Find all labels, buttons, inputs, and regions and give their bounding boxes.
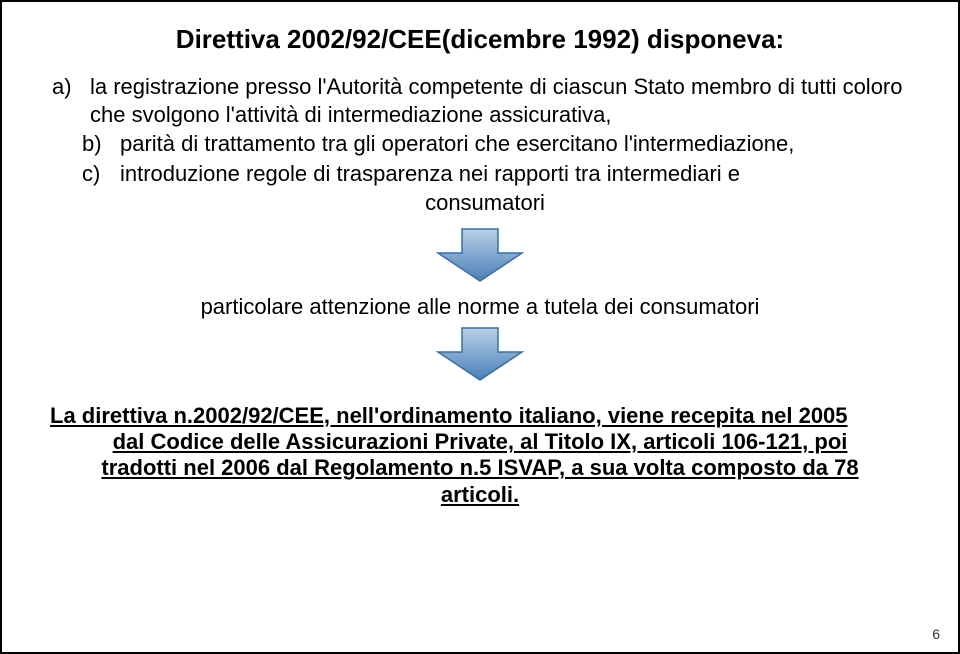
list-item-c: c) introduzione regole di trasparenza ne…: [52, 160, 918, 188]
down-arrow-icon: [434, 227, 526, 283]
arrow-1-wrap: [42, 227, 918, 288]
text-b: parità di trattamento tra gli operatori …: [120, 130, 918, 158]
bottom-line-4: articoli.: [50, 482, 910, 508]
marker-a: a): [52, 73, 90, 128]
page-number: 6: [932, 626, 940, 642]
list-item-b: b) parità di trattamento tra gli operato…: [52, 130, 918, 158]
bottom-line-2: dal Codice delle Assicurazioni Private, …: [50, 429, 910, 455]
marker-c: c): [52, 160, 120, 188]
arrow-2-wrap: [42, 326, 918, 387]
text-c: introduzione regole di trasparenza nei r…: [120, 160, 918, 188]
text-c-tail: consumatori: [52, 189, 918, 217]
bullet-list: a) la registrazione presso l'Autorità co…: [42, 73, 918, 217]
list-item-a: a) la registrazione presso l'Autorità co…: [52, 73, 918, 128]
attention-text: particolare attenzione alle norme a tute…: [42, 294, 918, 320]
bottom-line-3: tradotti nel 2006 dal Regolamento n.5 IS…: [50, 455, 910, 481]
bottom-line-1: La direttiva n.2002/92/CEE, nell'ordinam…: [50, 403, 848, 428]
slide-title: Direttiva 2002/92/CEE(dicembre 1992) dis…: [42, 24, 918, 55]
slide-frame: Direttiva 2002/92/CEE(dicembre 1992) dis…: [0, 0, 960, 654]
bottom-block: La direttiva n.2002/92/CEE, nell'ordinam…: [42, 403, 918, 509]
text-a: la registrazione presso l'Autorità compe…: [90, 73, 918, 128]
down-arrow-icon: [434, 326, 526, 382]
marker-b: b): [52, 130, 120, 158]
